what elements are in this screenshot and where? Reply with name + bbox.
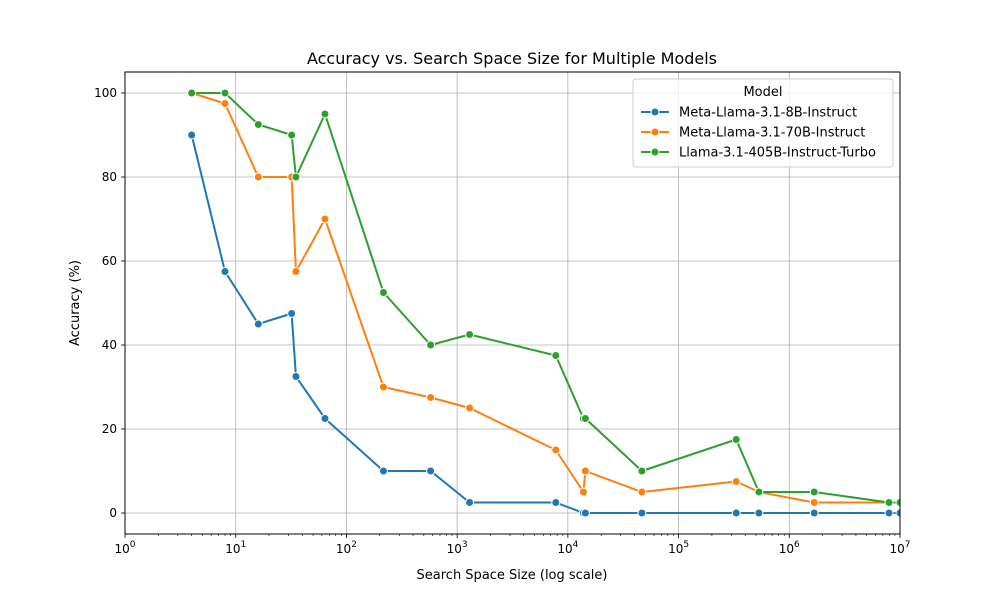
data-point [580,466,590,476]
x-tick-label: 107 [889,540,910,556]
legend-marker [650,147,660,157]
data-point [809,508,819,518]
x-tick-label: 102 [336,540,357,556]
data-point [187,130,197,140]
legend-marker [650,127,660,137]
y-tick-label: 0 [109,506,117,520]
x-tick-label: 105 [668,540,689,556]
legend-item: Llama-3.1-405B-Instruct-Turbo [641,146,876,161]
chart-title: Accuracy vs. Search Space Size for Multi… [307,49,717,68]
data-point [220,267,230,276]
data-point [551,445,561,455]
legend-label: Llama-3.1-405B-Instruct-Turbo [679,146,876,161]
y-tick-label: 80 [102,170,117,184]
data-point [551,351,561,360]
x-tick-label: 100 [114,540,135,556]
legend-label: Meta-Llama-3.1-8B-Instruct [679,106,857,121]
legend-box [632,78,894,168]
legend-item: Meta-Llama-3.1-8B-Instruct [641,106,857,121]
data-point [884,498,894,507]
data-point [291,172,301,182]
data-point [378,288,388,297]
data-point [884,508,894,518]
data-point [253,120,263,129]
plot-frame [124,71,901,535]
data-point [287,130,297,140]
data-point [465,403,475,413]
data-point [253,319,263,329]
data-point [754,508,764,518]
data-point [731,435,741,444]
data-point [426,466,436,476]
data-point [465,330,475,339]
data-point [637,466,647,476]
series-3 [187,88,900,507]
y-tick-label: 100 [94,86,117,100]
data-point [465,498,475,507]
data-point [320,414,330,423]
data-point [220,88,230,98]
legend-label: Meta-Llama-3.1-70B-Instruct [679,126,865,141]
data-point [895,498,900,507]
data-point [637,508,647,518]
legend-marker [650,107,660,117]
x-tick-label: 101 [225,540,246,556]
data-point [291,372,301,381]
data-point [378,466,388,476]
legend-title: Model [743,85,782,100]
data-point [637,487,647,497]
x-tick-label: 103 [447,540,468,556]
x-axis: 100 101 102 103 104 105 106 107 [114,534,911,556]
series-1 [187,130,900,518]
data-point [320,214,330,224]
data-point [287,309,297,318]
data-point [580,508,590,518]
data-point [578,487,588,497]
x-tick-label: 106 [779,540,800,556]
data-point [378,382,388,392]
data-point [895,508,900,518]
data-point [320,109,330,119]
y-tick-label: 20 [102,422,117,436]
series-layer [187,88,900,518]
y-axis-label: Accuracy (%) [68,260,83,346]
data-point [426,393,436,402]
legend: Model Meta-Llama-3.1-8B-Instruct Meta-Lla… [632,78,894,168]
data-point [220,99,230,108]
data-point [809,498,819,507]
data-point [731,477,741,486]
y-tick-label: 40 [102,338,117,352]
series-line [190,134,900,514]
legend-item: Meta-Llama-3.1-70B-Instruct [641,126,865,141]
data-point [754,487,764,497]
x-tick-label: 104 [557,540,578,556]
data-point [426,340,436,350]
data-point [731,508,741,518]
series-line [191,92,900,504]
series-line [191,92,900,504]
y-axis: 0 20 40 60 80 100 [94,86,125,520]
data-point [551,498,561,507]
data-point [580,414,590,423]
data-point [253,172,263,182]
data-point [291,267,301,276]
y-tick-label: 60 [102,254,117,268]
data-point [187,88,197,98]
x-axis-label: Search Space Size (log scale) [417,568,608,583]
data-point [809,487,819,497]
